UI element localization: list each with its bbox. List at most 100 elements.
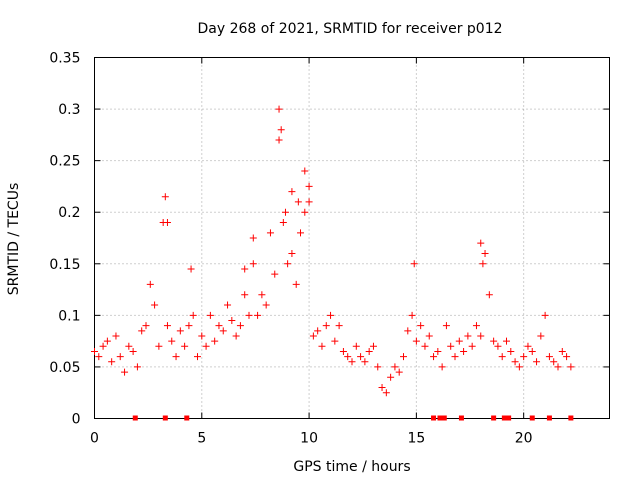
data-point <box>224 301 232 309</box>
data-point <box>275 105 283 113</box>
data-point <box>271 270 279 278</box>
data-point <box>176 327 184 335</box>
data-point <box>545 353 553 361</box>
x-tick-label: 15 <box>407 431 425 447</box>
data-point <box>352 342 360 350</box>
data-point <box>472 322 480 330</box>
data-point <box>211 337 219 345</box>
data-point <box>305 198 313 206</box>
data-point <box>151 301 159 309</box>
data-point <box>481 249 489 257</box>
data-point <box>344 353 352 361</box>
y-tick-label: 0.05 <box>49 360 80 376</box>
data-point <box>533 358 541 366</box>
data-point <box>421 342 429 350</box>
data-point <box>400 353 407 361</box>
data-point <box>245 311 253 319</box>
data-point <box>425 332 433 340</box>
data-point <box>129 347 137 355</box>
data-point <box>219 327 227 335</box>
gap-marker <box>437 415 443 421</box>
data-point <box>507 347 515 355</box>
data-point <box>331 337 339 345</box>
data-point <box>95 353 103 361</box>
y-tick-label: 0.35 <box>49 51 80 67</box>
data-point <box>281 208 289 216</box>
data-point <box>172 353 180 361</box>
data-point <box>194 353 201 361</box>
data-point <box>318 342 326 350</box>
data-point <box>485 291 493 299</box>
data-point <box>563 353 571 361</box>
gap-marker <box>184 415 190 421</box>
data-point <box>301 167 309 175</box>
data-point <box>524 342 532 350</box>
x-tick-labels: 0 5 10 15 20 <box>90 431 533 447</box>
data-point <box>187 265 195 273</box>
data-point <box>168 337 176 345</box>
data-point <box>185 322 193 330</box>
data-point <box>550 358 558 366</box>
data-gap-markers <box>132 415 574 421</box>
data-point <box>451 353 459 361</box>
gap-marker <box>162 415 168 421</box>
data-point <box>382 389 390 397</box>
y-tick-label: 0 <box>72 412 81 428</box>
data-point <box>438 363 446 371</box>
data-point <box>477 332 485 340</box>
y-tick-label: 0.3 <box>58 102 80 118</box>
plot-frame <box>94 57 610 419</box>
data-point <box>468 342 476 350</box>
data-point <box>249 234 257 242</box>
data-point <box>163 219 171 227</box>
y-tick-label: 0.25 <box>49 154 80 170</box>
data-point <box>490 337 498 345</box>
data-point <box>511 358 519 366</box>
data-points <box>91 105 575 397</box>
data-point <box>116 353 124 361</box>
data-point <box>198 332 206 340</box>
data-point <box>284 260 292 268</box>
data-point <box>138 327 146 335</box>
data-point <box>558 347 566 355</box>
data-point <box>155 342 163 350</box>
data-point <box>430 353 438 361</box>
data-point <box>348 358 356 366</box>
data-point <box>365 347 373 355</box>
data-point <box>249 260 257 268</box>
data-point <box>258 291 266 299</box>
data-point <box>297 229 304 237</box>
data-point <box>357 353 365 361</box>
data-point <box>515 363 523 371</box>
data-point <box>339 347 347 355</box>
data-point <box>391 363 399 371</box>
data-point <box>541 311 549 319</box>
x-axis-label: GPS time / hours <box>293 459 410 475</box>
x-tick-label: 20 <box>515 431 533 447</box>
gap-marker <box>506 415 512 421</box>
data-point <box>202 342 210 350</box>
data-point <box>121 368 129 376</box>
data-point <box>206 311 214 319</box>
data-point <box>277 126 285 134</box>
data-point <box>292 280 300 288</box>
y-axis-label: SRMTID / TECUs <box>6 183 22 296</box>
data-point <box>125 342 133 350</box>
data-point <box>374 363 382 371</box>
data-point <box>477 239 485 247</box>
gap-marker <box>458 415 464 421</box>
gap-marker <box>529 415 535 421</box>
data-point <box>554 363 562 371</box>
data-point <box>378 384 386 392</box>
data-point <box>322 322 330 330</box>
data-point <box>309 332 317 340</box>
y-tick-label: 0.1 <box>58 308 80 324</box>
data-point <box>181 342 189 350</box>
data-point <box>417 322 425 330</box>
data-point <box>408 311 416 319</box>
data-point <box>520 353 528 361</box>
chart-title: Day 268 of 2021, SRMTID for receiver p01… <box>197 21 502 37</box>
data-point <box>447 342 455 350</box>
data-point <box>434 347 442 355</box>
